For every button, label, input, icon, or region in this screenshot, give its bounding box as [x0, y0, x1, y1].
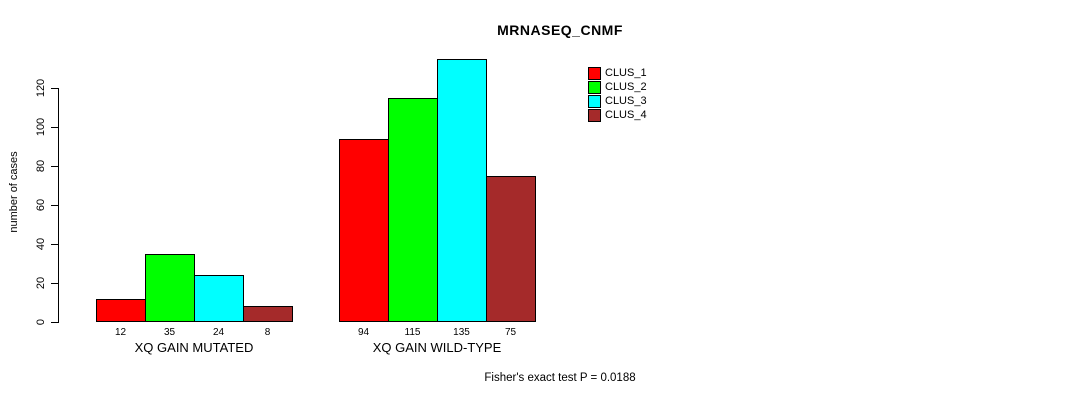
- bar-value-label: 24: [212, 327, 225, 338]
- y-axis-line: [58, 88, 59, 323]
- y-tick-label: 80: [35, 159, 47, 173]
- y-tick: [51, 166, 58, 167]
- y-tick-label: 60: [35, 198, 47, 212]
- legend-swatch-clus-1: [588, 67, 601, 80]
- y-tick: [51, 283, 58, 284]
- bar-clus-3-xq-gain-wild-type: [437, 59, 487, 322]
- bar-clus-3-xq-gain-mutated: [194, 275, 244, 322]
- legend-swatch-clus-2: [588, 81, 601, 94]
- y-tick-label: 0: [35, 318, 47, 326]
- group-label-xq-gain-wild-type: XQ GAIN WILD-TYPE: [372, 340, 502, 355]
- legend-label-clus-4: CLUS_4: [605, 109, 647, 121]
- legend-label-clus-1: CLUS_1: [605, 67, 647, 79]
- group-label-xq-gain-mutated: XQ GAIN MUTATED: [134, 340, 254, 355]
- bar-value-label: 115: [404, 327, 421, 338]
- y-tick: [51, 205, 58, 206]
- y-tick: [51, 322, 58, 323]
- legend-label-clus-2: CLUS_2: [605, 81, 647, 93]
- y-tick: [51, 244, 58, 245]
- legend-swatch-clus-4: [588, 109, 601, 122]
- bar-value-label: 75: [504, 327, 517, 338]
- y-tick: [51, 88, 58, 89]
- bar-value-label: 8: [264, 327, 271, 338]
- chart-title: MRNASEQ_CNMF: [497, 22, 623, 38]
- legend-swatch-clus-3: [588, 95, 601, 108]
- annotation-fisher-test: Fisher's exact test P = 0.0188: [484, 372, 636, 384]
- bar-value-label: 35: [163, 327, 176, 338]
- bar-clus-2-xq-gain-wild-type: [388, 98, 438, 322]
- bar-clus-4-xq-gain-mutated: [243, 306, 293, 322]
- bar-clus-1-xq-gain-wild-type: [339, 139, 389, 322]
- bar-clus-1-xq-gain-mutated: [96, 299, 146, 322]
- bar-clus-2-xq-gain-mutated: [145, 254, 195, 322]
- legend-label-clus-3: CLUS_3: [605, 95, 647, 107]
- y-tick: [51, 127, 58, 128]
- y-axis-label: number of cases: [8, 151, 20, 233]
- y-tick-label: 40: [35, 237, 47, 251]
- bar-value-label: 135: [453, 327, 470, 338]
- y-tick-label: 100: [35, 117, 47, 137]
- bar-value-label: 94: [357, 327, 370, 338]
- bar-clus-4-xq-gain-wild-type: [486, 176, 536, 322]
- y-tick-label: 120: [35, 78, 47, 98]
- y-tick-label: 20: [35, 276, 47, 290]
- bar-value-label: 12: [114, 327, 127, 338]
